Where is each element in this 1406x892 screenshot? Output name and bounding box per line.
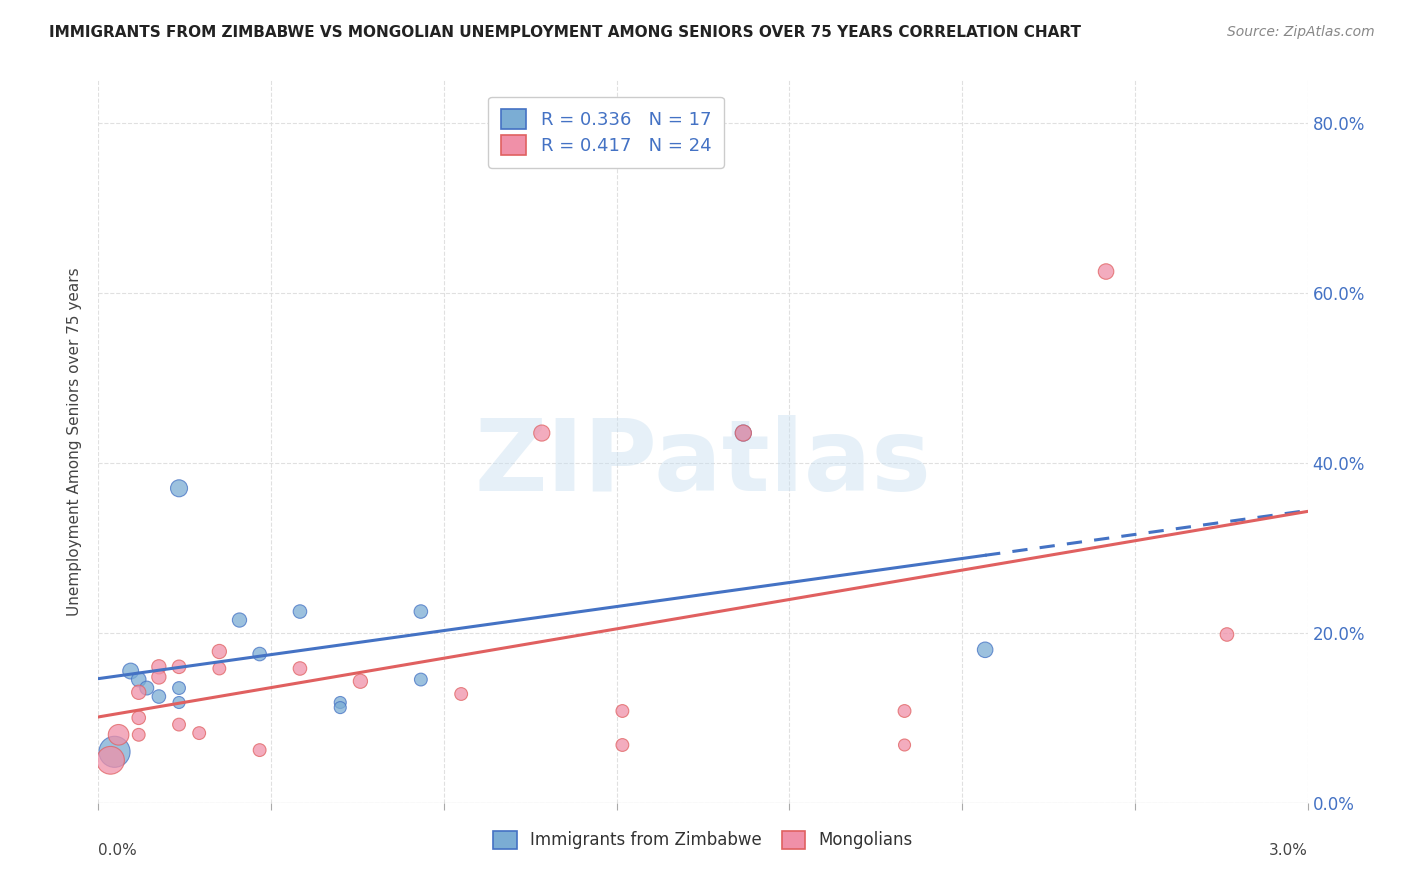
Point — [128, 728, 150, 742]
Point — [128, 711, 150, 725]
Point — [167, 681, 190, 695]
Point — [733, 425, 755, 440]
Point — [893, 704, 915, 718]
Text: 0.0%: 0.0% — [98, 843, 138, 857]
Text: IMMIGRANTS FROM ZIMBABWE VS MONGOLIAN UNEMPLOYMENT AMONG SENIORS OVER 75 YEARS C: IMMIGRANTS FROM ZIMBABWE VS MONGOLIAN UN… — [49, 25, 1081, 40]
Point — [103, 745, 125, 759]
Point — [1216, 627, 1239, 641]
Point — [188, 726, 211, 740]
Point — [107, 728, 129, 742]
Point — [249, 647, 271, 661]
Point — [733, 425, 755, 440]
Point — [1095, 264, 1118, 278]
Point — [974, 642, 997, 657]
Point — [329, 700, 352, 714]
Point — [148, 660, 170, 674]
Point — [148, 670, 170, 684]
Point — [288, 661, 311, 675]
Point — [120, 664, 142, 678]
Text: 3.0%: 3.0% — [1268, 843, 1308, 857]
Point — [612, 704, 634, 718]
Point — [329, 696, 352, 710]
Point — [349, 674, 371, 689]
Point — [148, 690, 170, 704]
Y-axis label: Unemployment Among Seniors over 75 years: Unemployment Among Seniors over 75 years — [67, 268, 83, 615]
Text: ZIPatlas: ZIPatlas — [475, 415, 931, 512]
Point — [128, 673, 150, 687]
Point — [167, 717, 190, 731]
Point — [530, 425, 553, 440]
Point — [612, 738, 634, 752]
Point — [167, 660, 190, 674]
Point — [208, 644, 231, 658]
Point — [893, 738, 915, 752]
Point — [450, 687, 472, 701]
Point — [208, 661, 231, 675]
Point — [228, 613, 250, 627]
Point — [167, 481, 190, 495]
Text: Source: ZipAtlas.com: Source: ZipAtlas.com — [1227, 25, 1375, 39]
Point — [288, 605, 311, 619]
Point — [167, 696, 190, 710]
Point — [100, 753, 122, 767]
Point — [128, 685, 150, 699]
Point — [409, 673, 432, 687]
Point — [135, 681, 157, 695]
Legend: Immigrants from Zimbabwe, Mongolians: Immigrants from Zimbabwe, Mongolians — [486, 824, 920, 856]
Point — [249, 743, 271, 757]
Point — [409, 605, 432, 619]
